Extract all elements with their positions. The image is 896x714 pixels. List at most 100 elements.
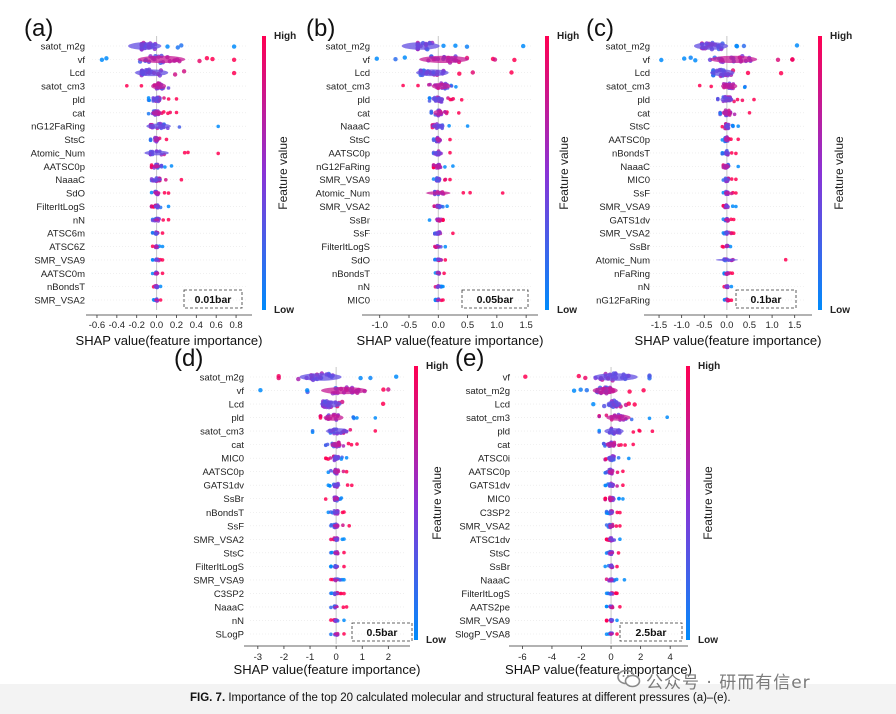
shap-point [778, 71, 784, 76]
feature-label: AATSC0p [608, 135, 650, 146]
feature-label: cat [231, 440, 244, 451]
shap-point [682, 56, 687, 61]
x-axis-label: SHAP value(feature importance) [234, 662, 421, 677]
feature-label: SdO [66, 189, 85, 200]
x-tick-label: -2 [280, 652, 288, 663]
shap-point [323, 497, 328, 501]
shap-point [736, 137, 740, 142]
shap-point [373, 416, 378, 420]
shap-point [347, 524, 352, 528]
feature-label: nFaRing [614, 269, 650, 280]
shap-point [179, 177, 184, 182]
x-tick-label: 1.0 [765, 320, 778, 331]
shap-density [723, 177, 730, 182]
shap-point [512, 57, 517, 63]
shap-point [401, 83, 405, 88]
shap-density [433, 109, 444, 116]
shap-density [435, 272, 442, 275]
feature-label: satot_m2g [200, 373, 244, 384]
shap-point [449, 84, 454, 88]
shap-point [326, 457, 331, 461]
shap-point [427, 96, 432, 100]
feature-label: ATSC1dv [470, 535, 510, 546]
shap-density [137, 55, 186, 63]
feature-label: NaaaC [620, 162, 650, 173]
shap-point [615, 510, 619, 515]
colorbar-title: Feature value [557, 136, 571, 210]
shap-point [742, 85, 747, 90]
x-tick-label: 0.0 [432, 320, 445, 331]
feature-label: Lcd [70, 68, 85, 79]
shap-point [465, 124, 470, 128]
shap-point [614, 524, 619, 528]
shap-density [333, 537, 340, 542]
shap-point [159, 163, 164, 168]
shap-density [153, 218, 160, 222]
shap-point [427, 99, 432, 103]
feature-label: SsBr [349, 215, 370, 226]
shap-point [342, 564, 346, 569]
shap-point [454, 85, 458, 89]
feature-label: AATSC0p [43, 162, 85, 173]
feature-label: pld [637, 95, 650, 106]
shap-point [736, 164, 740, 169]
shap-point [453, 43, 458, 48]
shap-density [593, 373, 638, 381]
shap-point [216, 124, 220, 129]
shap-point [166, 86, 171, 90]
shap-point [432, 204, 437, 208]
shap-density [435, 258, 442, 261]
shap-density [153, 285, 160, 288]
shap-point [355, 416, 359, 420]
shap-point [443, 110, 447, 114]
shap-point [629, 417, 634, 422]
shap-density [710, 69, 735, 77]
shap-density [604, 428, 624, 435]
shap-point [729, 284, 734, 289]
shap-point [457, 71, 462, 76]
shap-point [492, 57, 498, 62]
feature-label: Lcd [495, 400, 510, 411]
shap-point [175, 45, 180, 50]
x-tick-label: -1 [306, 652, 314, 663]
shap-density [416, 69, 449, 77]
feature-label: Lcd [355, 68, 370, 79]
feature-label: GATS1dv [470, 481, 511, 492]
shap-density [426, 191, 451, 195]
feature-label: AATSC0p [328, 148, 370, 159]
shap-point [150, 271, 155, 276]
feature-label: vf [363, 55, 371, 66]
shap-density [144, 150, 169, 156]
feature-label: nBondsT [332, 269, 370, 280]
feature-label: satot_m2g [41, 42, 85, 53]
x-axis-label: SHAP value(feature importance) [357, 333, 544, 348]
feature-label: satot_cm3 [326, 82, 370, 93]
shap-point [342, 550, 346, 555]
colorbar-low-label: Low [698, 635, 718, 646]
shap-point [729, 217, 733, 222]
feature-label: MIC0 [487, 494, 510, 505]
shap-density [608, 523, 615, 528]
feature-label: NaaaC [480, 575, 510, 586]
feature-label: ATSC6m [47, 229, 85, 240]
shap-density [435, 231, 442, 235]
shap-point [158, 284, 163, 289]
shap-point [448, 177, 452, 182]
shap-point [160, 244, 165, 249]
feature-label: AATSC0p [202, 467, 244, 478]
shap-density [607, 469, 615, 475]
feature-label: satot_cm3 [41, 82, 85, 93]
shap-point [350, 483, 354, 488]
shap-point [729, 191, 734, 196]
shap-point [150, 230, 155, 235]
feature-label: AATS2pe [470, 602, 510, 613]
feature-label: nN [638, 282, 650, 293]
feature-label: NaaaC [214, 602, 244, 613]
x-tick-label: -0.2 [129, 320, 145, 331]
x-tick-label: 0.2 [170, 320, 183, 331]
shap-point [172, 72, 178, 77]
shap-point [151, 258, 155, 262]
shap-point [730, 204, 735, 208]
shap-point [617, 496, 621, 501]
x-tick-label: 1 [360, 652, 365, 663]
